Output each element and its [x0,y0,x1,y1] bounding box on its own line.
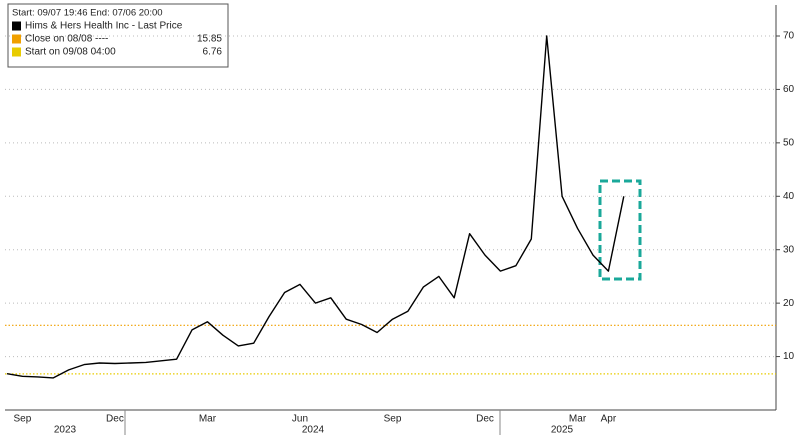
x-tick-label: Dec [476,414,494,425]
legend-swatch [12,34,21,44]
x-tick-label: Sep [384,414,402,425]
x-tick-label: Apr [601,414,617,425]
x-tick-label: Dec [106,414,124,425]
legend-label: Close on 08/08 ---- [25,34,108,45]
y-tick-label: 40 [783,191,795,202]
year-label: 2024 [302,425,325,435]
y-tick-label: 30 [783,244,795,255]
legend-value: 15.85 [197,34,222,45]
x-tick-label: Mar [199,414,217,425]
year-label: 2025 [551,425,574,435]
legend-label: Start on 09/08 04:00 [25,47,116,58]
highlight-box [598,179,642,281]
y-tick-label: 20 [783,298,795,309]
legend-frame [7,3,229,68]
legend-header: Start: 09/07 19:46 End: 07/06 20:00 [12,8,163,19]
legend-swatch [12,47,21,57]
legend-label: Hims & Hers Health Inc - Last Price [25,21,183,32]
year-label: 2023 [54,425,77,435]
legend-value: 6.76 [203,47,223,58]
legend-swatch [12,21,21,31]
y-tick-label: 50 [783,137,795,148]
x-tick-label: Sep [14,414,32,425]
x-tick-label: Jun [292,414,308,425]
y-tick-label: 10 [783,351,795,362]
legend: Start: 09/07 19:46 End: 07/06 20:00 [7,3,229,68]
x-tick-label: Mar [569,414,587,425]
y-tick-label: 70 [783,31,795,42]
y-tick-label: 60 [783,84,795,95]
price-line [6,35,625,379]
